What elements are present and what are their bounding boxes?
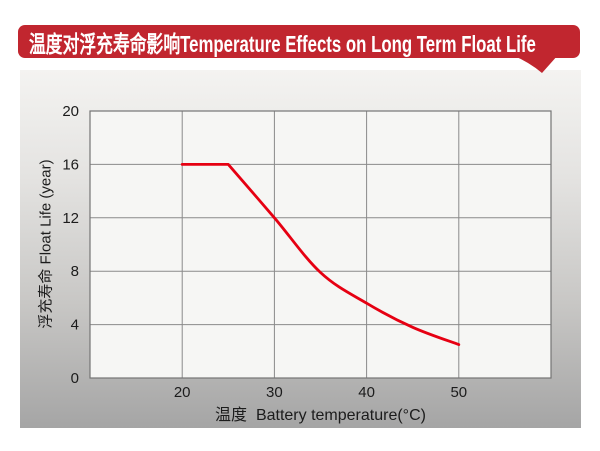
plot-area bbox=[90, 111, 551, 378]
y-tick-label-0: 0 bbox=[71, 370, 79, 387]
x-tick-label-40: 40 bbox=[358, 384, 375, 401]
x-tick-labels: 20 30 40 50 bbox=[174, 384, 467, 401]
plot-frame bbox=[89, 110, 552, 379]
float-life-curve bbox=[180, 163, 461, 346]
x-tick-label-20: 20 bbox=[174, 384, 191, 401]
y-tick-label-20: 20 bbox=[62, 103, 79, 120]
y-tick-labels: 0 4 8 12 16 20 bbox=[62, 103, 79, 387]
y-tick-label-4: 4 bbox=[71, 317, 79, 334]
y-axis-title: 浮充寿命 Float Life (year) bbox=[37, 159, 55, 329]
y-tick-label-16: 16 bbox=[62, 156, 79, 173]
series-float-life-vs-temperature bbox=[180, 163, 461, 346]
x-tick-label-30: 30 bbox=[266, 384, 283, 401]
y-tick-label-8: 8 bbox=[71, 263, 79, 280]
plot-grid bbox=[90, 111, 551, 378]
banner-title: 温度对浮充寿命影响Temperature Effects on Long Ter… bbox=[29, 30, 536, 57]
y-tick-label-12: 12 bbox=[62, 210, 79, 227]
plot-border bbox=[89, 110, 552, 379]
x-axis-title: 温度 Battery temperature(°C) bbox=[215, 407, 426, 424]
plot-background bbox=[90, 111, 551, 378]
title-banner: 温度对浮充寿命影响Temperature Effects on Long Ter… bbox=[18, 25, 580, 58]
banner-tail-icon bbox=[512, 55, 558, 73]
x-tick-label-50: 50 bbox=[450, 384, 467, 401]
